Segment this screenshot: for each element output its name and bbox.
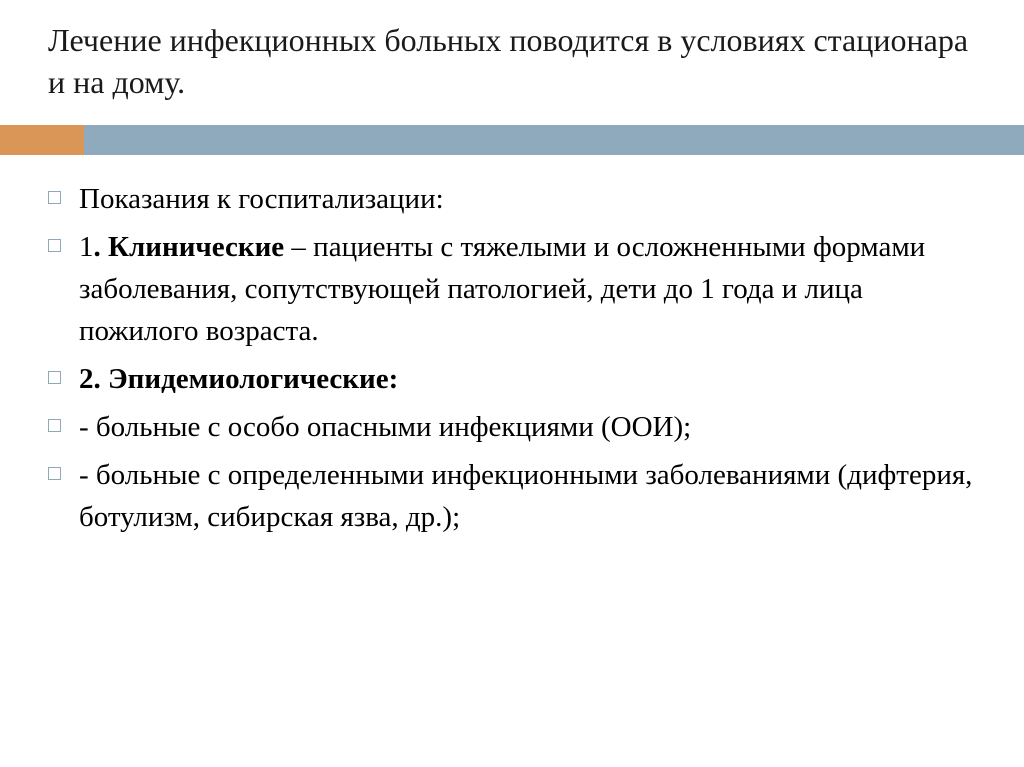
slide-body: Показания к госпитализации: 1. Клинически…	[48, 178, 978, 544]
slide: Лечение инфекционных больных поводится в…	[0, 0, 1024, 767]
list-item-text: 2. Эпидемиологические:	[79, 358, 978, 400]
list-item-text: - больные с особо опасными инфекциями (О…	[79, 406, 978, 448]
list-item-text: - больные с определенными инфекционными …	[79, 454, 978, 538]
accent-banner-blue	[84, 125, 1024, 155]
list-item: 2. Эпидемиологические:	[48, 358, 978, 400]
square-bullet-icon	[48, 239, 61, 252]
square-bullet-icon	[48, 419, 61, 432]
list-item: - больные с особо опасными инфекциями (О…	[48, 406, 978, 448]
list-item-text: 1. Клинические – пациенты с тяжелыми и о…	[79, 226, 978, 352]
square-bullet-icon	[48, 191, 61, 204]
slide-title: Лечение инфекционных больных поводится в…	[48, 20, 978, 103]
list-item: Показания к госпитализации:	[48, 178, 978, 220]
accent-banner	[0, 125, 1024, 155]
list-item: - больные с определенными инфекционными …	[48, 454, 978, 538]
square-bullet-icon	[48, 467, 61, 480]
square-bullet-icon	[48, 371, 61, 384]
accent-banner-orange	[0, 125, 84, 155]
list-item-text: Показания к госпитализации:	[79, 178, 978, 220]
list-item: 1. Клинические – пациенты с тяжелыми и о…	[48, 226, 978, 352]
